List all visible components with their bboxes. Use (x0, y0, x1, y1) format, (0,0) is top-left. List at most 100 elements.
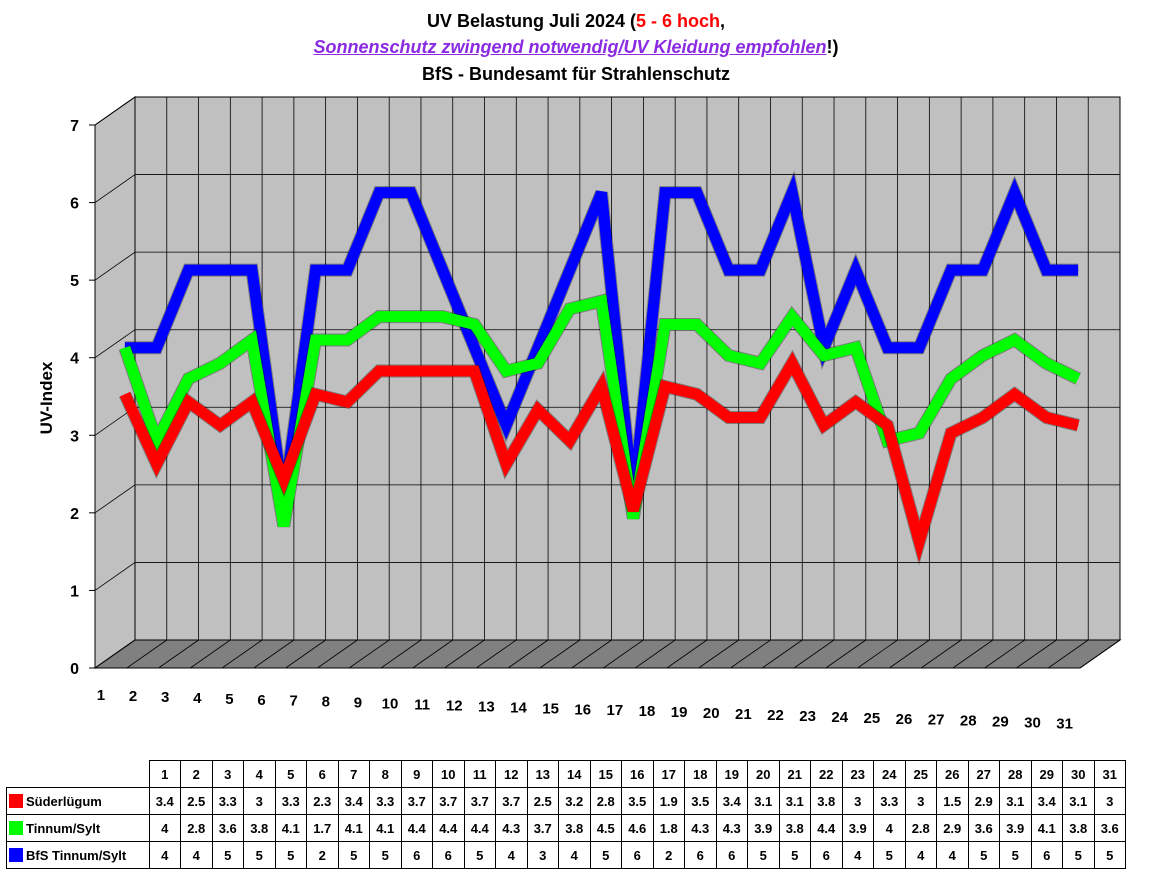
data-point (601, 386, 602, 387)
data-point (473, 323, 475, 325)
data-point (219, 424, 221, 426)
data-point (601, 300, 602, 302)
table-cell: 3.2 (558, 787, 591, 815)
table-header-cell: 27 (967, 760, 1000, 788)
table-row: BfS Tinnum/Sylt 4 4 5 5 5 2 5 5 6 6 5 4 3 4 5 6 2 6 6 5 5 6 4 5 4… (6, 841, 1126, 869)
table-cell: 4 (841, 841, 874, 869)
table-cell: 6 (621, 841, 654, 869)
chart-title-line1: UV Belastung Juli 2024 (5 - 6 hoch, (426, 11, 726, 31)
data-point (918, 541, 920, 543)
table-cell: 3.9 (999, 814, 1032, 842)
floor-divider (698, 639, 739, 669)
side-wall (94, 96, 136, 669)
data-point (950, 269, 952, 271)
table-header-cell: 21 (778, 760, 811, 788)
table-cell: 1.8 (652, 814, 685, 842)
table-cell: 3.7 (526, 814, 559, 842)
table-header-cell: 30 (1062, 760, 1095, 788)
legend-label: Tinnum/Sylt (26, 820, 101, 836)
data-point (251, 401, 253, 403)
table-cell: 1.5 (936, 787, 969, 815)
data-point (410, 370, 412, 372)
table-cell: 4.5 (589, 814, 622, 842)
table-cell: 3.4 (148, 787, 181, 815)
table-cell: 4.3 (684, 814, 717, 842)
data-point (823, 424, 825, 426)
y-tick-label: 3 (70, 428, 79, 445)
data-point (156, 440, 158, 442)
table-header-cell: 6 (306, 760, 339, 788)
x-tick-label: 11 (414, 697, 430, 714)
data-point (442, 316, 444, 318)
table-cell: 3.7 (463, 787, 496, 815)
table-cell: 3.8 (1062, 814, 1095, 842)
floor-divider (571, 639, 612, 669)
data-point (950, 432, 952, 434)
x-tick-label: 28 (960, 713, 977, 730)
side-gridline (94, 329, 136, 359)
x-tick-label: 31 (1056, 716, 1073, 733)
x-tick-label: 23 (799, 708, 816, 725)
data-point (505, 424, 507, 426)
table-header-cell: 7 (337, 760, 370, 788)
floor-divider (507, 639, 549, 669)
data-point (505, 463, 507, 465)
data-point (124, 393, 126, 395)
data-point (537, 362, 539, 364)
y-tick-label: 2 (70, 506, 79, 523)
data-point (124, 347, 126, 349)
floor-divider (857, 639, 898, 669)
table-cell: 3.9 (747, 814, 780, 842)
x-tick-label: 29 (992, 714, 1009, 731)
data-point (442, 370, 444, 372)
floor-divider (539, 639, 581, 669)
table-cell: 5 (211, 841, 244, 869)
floor-divider (952, 639, 994, 669)
y-axis-ticks: 0 1 2 3 4 5 6 7 (70, 118, 95, 678)
table-cell: 4.6 (621, 814, 654, 842)
table-cell: 6 (400, 841, 433, 869)
table-cell: 5 (999, 841, 1032, 869)
data-point (315, 269, 317, 271)
legend-label: BfS Tinnum/Sylt (26, 847, 127, 863)
side-gridline (94, 174, 136, 203)
floor-divider (253, 639, 295, 669)
table-cell: 5 (1093, 841, 1126, 869)
data-point (473, 370, 475, 372)
table-cell: 3 (526, 841, 559, 869)
data-point (315, 339, 317, 341)
table-header-cell: 25 (904, 760, 937, 788)
floor-divider (476, 639, 517, 669)
data-point (410, 192, 412, 194)
table-cell: 3.1 (778, 787, 811, 815)
data-point (791, 192, 793, 194)
legend-entry: Tinnum/Sylt (6, 814, 150, 842)
table-cell: 5 (747, 841, 780, 869)
data-point (696, 393, 698, 395)
table-cell: 5 (1062, 841, 1095, 869)
table-cell: 3.4 (1030, 787, 1063, 815)
table-cell: 3.6 (967, 814, 1000, 842)
x-tick-label: 24 (831, 709, 848, 726)
data-point (219, 362, 221, 364)
table-cell: 3.1 (999, 787, 1032, 815)
data-point (855, 269, 857, 271)
table-cell: 6 (810, 841, 843, 869)
table-cell: 4.1 (369, 814, 402, 842)
x-tick-label: 13 (478, 698, 495, 715)
data-point (791, 316, 793, 318)
table-header-cell: 8 (369, 760, 402, 788)
table-cell: 2.8 (904, 814, 937, 842)
table-cell: 3.8 (810, 787, 843, 815)
legend-entry: Süderlügum (6, 787, 150, 815)
x-tick-label: 22 (767, 707, 784, 724)
legend-entry: BfS Tinnum/Sylt (6, 841, 150, 869)
y-tick-label: 4 (70, 351, 79, 368)
x-tick-label: 19 (671, 704, 688, 721)
table-cell: 5 (337, 841, 370, 869)
table-cell: 3.8 (778, 814, 811, 842)
data-point (473, 347, 475, 349)
side-gridline (94, 96, 136, 126)
title-link[interactable]: Sonnenschutz zwingend notwendig/UV Kleid… (313, 37, 827, 57)
x-tick-label: 5 (225, 691, 233, 708)
